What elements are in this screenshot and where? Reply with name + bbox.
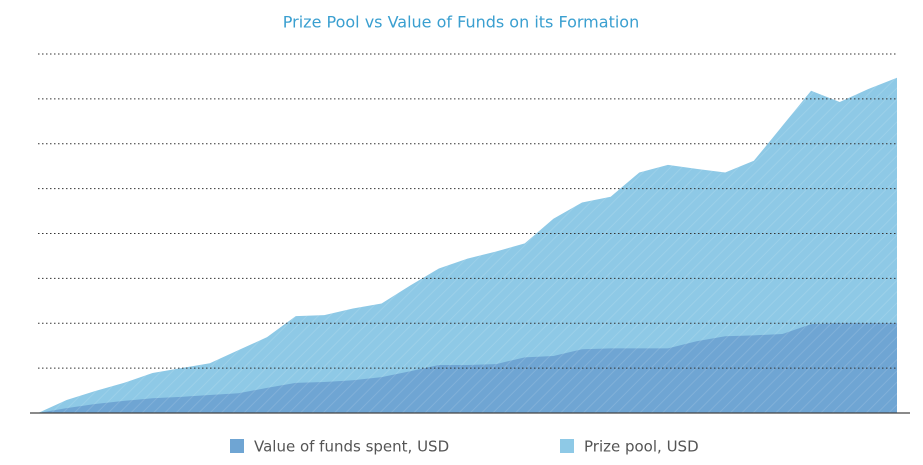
legend-label: Value of funds spent, USD [254,438,449,456]
legend-swatch [560,439,574,453]
legend-swatch [230,439,244,453]
legend-label: Prize pool, USD [584,438,699,456]
area-hatch [38,77,897,413]
chart-title: Prize Pool vs Value of Funds on its Form… [283,13,639,32]
